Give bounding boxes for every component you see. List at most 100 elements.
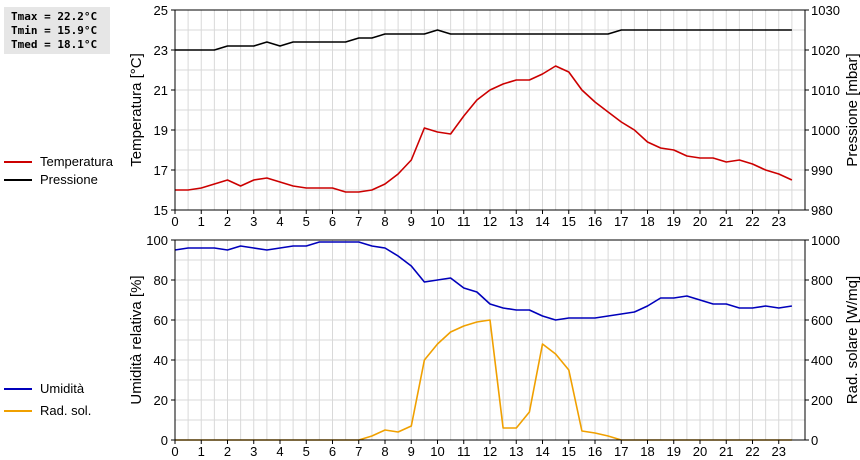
y-tick-label-right: 0: [811, 433, 818, 448]
x-tick-label: 22: [745, 444, 759, 459]
x-tick-label: 12: [483, 444, 497, 459]
legend-label-rad-sol: Rad. sol.: [40, 403, 92, 418]
x-tick-label: 17: [614, 214, 628, 229]
x-tick-label: 10: [430, 214, 444, 229]
legend-item-pressione: Pressione: [4, 171, 134, 189]
y-tick-label-left: 17: [154, 163, 168, 178]
legend-swatch-rad-sol: [4, 410, 32, 412]
y-tick-label-left: 100: [146, 233, 168, 248]
x-tick-label: 19: [667, 444, 681, 459]
y-tick-label-left: 21: [154, 83, 168, 98]
x-tick-label: 19: [667, 214, 681, 229]
y-tick-label-right: 990: [811, 163, 833, 178]
tmax-label: Tmax = 22.2°C: [11, 10, 98, 23]
x-tick-label: 6: [329, 214, 336, 229]
x-tick-label: 23: [772, 214, 786, 229]
y-tick-label-left: 23: [154, 43, 168, 58]
y-axis-title-left: Temperatura [°C]: [128, 53, 145, 167]
x-tick-label: 12: [483, 214, 497, 229]
x-tick-label: 15: [562, 214, 576, 229]
x-tick-label: 1: [198, 214, 205, 229]
y-tick-label-right: 980: [811, 203, 833, 218]
y-tick-label-right: 600: [811, 313, 833, 328]
x-tick-label: 7: [355, 444, 362, 459]
y-tick-label-right: 1010: [811, 83, 840, 98]
temperature-stats-box: Tmax = 22.2°C Tmin = 15.9°C Tmed = 18.1°…: [4, 7, 110, 54]
y-tick-label-left: 15: [154, 203, 168, 218]
x-tick-label: 0: [171, 444, 178, 459]
legend-label-temperatura: Temperatura: [40, 154, 113, 169]
top-chart-legend: Temperatura Pressione: [4, 153, 134, 189]
x-tick-label: 18: [640, 444, 654, 459]
y-tick-label-left: 60: [154, 313, 168, 328]
y-axis-title-right: Rad. solare [W/mq]: [844, 276, 860, 404]
legend-item-umidita: Umidità: [4, 380, 134, 398]
y-tick-label-left: 40: [154, 353, 168, 368]
y-tick-label-right: 1000: [811, 123, 840, 138]
y-axis-title-left: Umidità relativa [%]: [128, 275, 145, 404]
legend-swatch-umidita: [4, 388, 32, 390]
x-tick-label: 21: [719, 444, 733, 459]
x-tick-label: 13: [509, 444, 523, 459]
y-tick-label-left: 25: [154, 3, 168, 18]
x-tick-label: 11: [457, 444, 471, 459]
x-tick-label: 1: [198, 444, 205, 459]
legend-label-pressione: Pressione: [40, 172, 98, 187]
y-tick-label-right: 1020: [811, 43, 840, 58]
x-tick-label: 20: [693, 214, 707, 229]
y-tick-label-right: 400: [811, 353, 833, 368]
y-tick-label-left: 20: [154, 393, 168, 408]
x-tick-label: 8: [381, 444, 388, 459]
y-tick-label-left: 0: [161, 433, 168, 448]
tmed-label: Tmed = 18.1°C: [11, 38, 98, 51]
x-tick-label: 16: [588, 444, 602, 459]
bottom-chart-legend: Umidità Rad. sol.: [4, 380, 134, 420]
x-tick-label: 23: [772, 444, 786, 459]
x-tick-label: 10: [430, 444, 444, 459]
x-tick-label: 15: [562, 444, 576, 459]
legend-item-rad-sol: Rad. sol.: [4, 402, 134, 420]
tmin-label: Tmin = 15.9°C: [11, 24, 98, 37]
y-tick-label-right: 1030: [811, 3, 840, 18]
y-axis-title-right: Pressione [mbar]: [844, 53, 860, 166]
y-tick-label-right: 200: [811, 393, 833, 408]
x-tick-label: 2: [224, 214, 231, 229]
x-tick-label: 5: [303, 444, 310, 459]
legend-swatch-temperatura: [4, 161, 32, 163]
x-tick-label: 3: [250, 214, 257, 229]
y-tick-label-left: 19: [154, 123, 168, 138]
x-tick-label: 4: [276, 444, 283, 459]
legend-item-temperatura: Temperatura: [4, 153, 134, 171]
x-tick-label: 21: [719, 214, 733, 229]
x-tick-label: 14: [535, 214, 549, 229]
x-tick-label: 2: [224, 444, 231, 459]
x-tick-label: 5: [303, 214, 310, 229]
y-tick-label-left: 80: [154, 273, 168, 288]
x-tick-label: 11: [457, 214, 471, 229]
chart-top: 0 1 2 3 4 5 6 7 8 9 10 11 12 13 14 15 16 17 18 19 20 21 22 2315…: [128, 3, 860, 229]
x-tick-label: 17: [614, 444, 628, 459]
chart-bottom: 0 1 2 3 4 5 6 7 8 9 10 11 12 13 14 15 16 17 18 19 20 21 22 2302…: [128, 233, 860, 459]
x-tick-label: 8: [381, 214, 388, 229]
series-line-umidit: [174, 241, 793, 321]
x-tick-label: 14: [535, 444, 549, 459]
x-tick-label: 18: [640, 214, 654, 229]
x-tick-label: 9: [408, 214, 415, 229]
x-tick-label: 22: [745, 214, 759, 229]
series-line-pressione: [175, 29, 792, 51]
legend-swatch-pressione: [4, 179, 32, 181]
legend-label-umidita: Umidità: [40, 381, 85, 396]
y-tick-label-right: 800: [811, 273, 833, 288]
x-tick-label: 3: [250, 444, 257, 459]
x-tick-label: 7: [355, 214, 362, 229]
y-tick-label-right: 1000: [811, 233, 840, 248]
series-line-temperatura: [175, 65, 793, 193]
x-tick-label: 20: [693, 444, 707, 459]
x-tick-label: 9: [408, 444, 415, 459]
x-tick-label: 16: [588, 214, 602, 229]
x-tick-label: 4: [276, 214, 283, 229]
x-tick-label: 13: [509, 214, 523, 229]
x-tick-label: 0: [171, 214, 178, 229]
x-tick-label: 6: [329, 444, 336, 459]
